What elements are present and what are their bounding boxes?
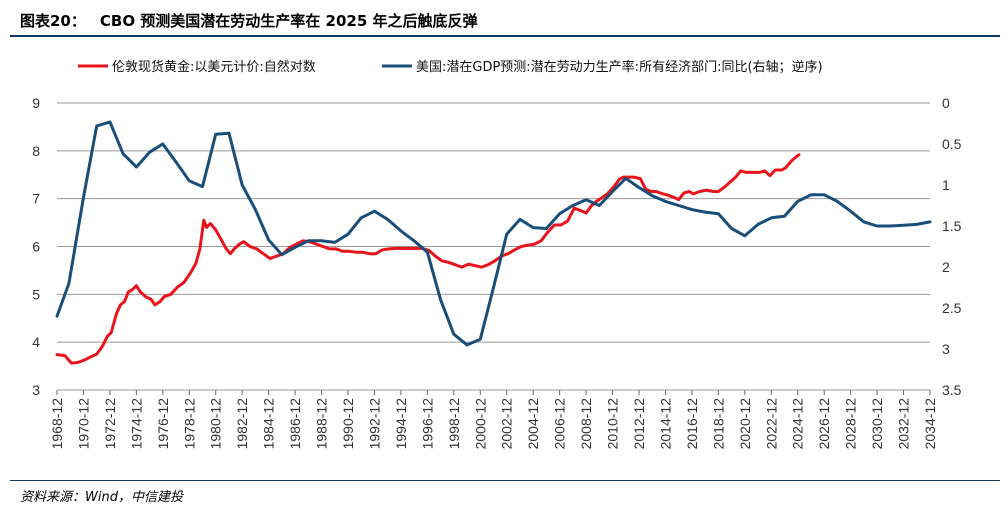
x-tick-label: 1984-12: [261, 398, 277, 450]
x-tick-label: 1986-12: [287, 398, 303, 450]
right-y-axis: 0 0.5 1 1.5 2 2.5 3 3.5: [942, 95, 962, 398]
x-tick-label: 2024-12: [790, 398, 806, 450]
x-tick-label: 1978-12: [181, 398, 197, 450]
x-tick-label: 1974-12: [128, 398, 144, 450]
x-tick-label: 2002-12: [499, 398, 515, 450]
x-tick-label: 2020-12: [737, 398, 753, 450]
x-tick-label: 2010-12: [605, 398, 621, 450]
legend-label: 伦敦现货黄金:以美元计价:自然对数: [112, 59, 316, 75]
y-right-tick-label: 2.5: [942, 300, 962, 316]
y-right-tick-label: 0.5: [942, 136, 962, 152]
x-tick-label: 2016-12: [684, 398, 700, 450]
y-right-tick-label: 1.5: [942, 218, 962, 234]
chart-canvas: 伦敦现货黄金:以美元计价:自然对数 美国:潜在GDP预测:潜在劳动力生产率:所有经…: [32, 59, 962, 449]
x-tick-label: 2008-12: [578, 398, 594, 450]
x-tick-label: 1992-12: [366, 398, 382, 450]
x-tick-label: 2014-12: [657, 398, 673, 450]
x-tick-label: 1982-12: [234, 398, 250, 450]
source-note: 资料来源：Wind，中信建投: [20, 490, 183, 505]
left-y-axis: 9 8 7 6 5 4 3: [32, 95, 40, 398]
x-tick-label: 2006-12: [552, 398, 568, 450]
x-tick-label: 1998-12: [446, 398, 462, 450]
y-left-tick-label: 9: [32, 95, 40, 111]
x-tick-label: 2000-12: [472, 398, 488, 450]
y-left-tick-label: 4: [32, 334, 40, 350]
gridlines: [57, 102, 930, 391]
labor-productivity-line: [55, 120, 932, 347]
x-tick-label: 2032-12: [896, 398, 912, 450]
y-left-tick-label: 7: [32, 191, 40, 207]
x-tick-label: 2034-12: [922, 398, 938, 450]
y-right-tick-label: 1: [942, 177, 950, 193]
y-left-tick-label: 8: [32, 143, 40, 159]
title-divider: [10, 35, 1000, 37]
x-tick-label: 2012-12: [631, 398, 647, 450]
x-tick-label: 2018-12: [710, 398, 726, 450]
legend-label: 美国:潜在GDP预测:潜在劳动力生产率:所有经济部门:同比(右轴；逆序): [416, 59, 823, 75]
x-tick-label: 2004-12: [525, 398, 541, 450]
x-tick-label: 1996-12: [419, 398, 435, 450]
y-right-tick-label: 2: [942, 259, 950, 275]
x-tick-label: 1976-12: [155, 398, 171, 450]
x-tick-label: 1970-12: [75, 398, 91, 450]
x-axis-ticks: 1968-12 1970-12 1972-12 1974-12 1976-12 1978-…: [49, 390, 938, 449]
chart-title-bar: 图表20： CBO 预测美国潜在劳动生产率在 2025 年之后触底反弹: [20, 10, 478, 31]
x-tick-label: 1968-12: [49, 398, 65, 450]
y-left-tick-label: 6: [32, 239, 40, 255]
x-tick-label: 1994-12: [393, 398, 409, 450]
figure-number: 图表20：: [20, 12, 86, 30]
x-tick-label: 2028-12: [843, 398, 859, 450]
x-tick-label: 1972-12: [102, 398, 118, 450]
y-left-tick-label: 5: [32, 286, 40, 302]
y-right-tick-label: 0: [942, 95, 950, 111]
y-right-tick-label: 3: [942, 341, 950, 357]
series-lines: [55, 120, 932, 365]
y-left-tick-label: 3: [32, 382, 40, 398]
footer-divider: [10, 480, 1000, 481]
x-tick-label: 2026-12: [816, 398, 832, 450]
x-tick-label: 2030-12: [869, 398, 885, 450]
chart-title: CBO 预测美国潜在劳动生产率在 2025 年之后触底反弹: [99, 12, 478, 30]
x-tick-label: 1980-12: [208, 398, 224, 450]
legend: 伦敦现货黄金:以美元计价:自然对数 美国:潜在GDP预测:潜在劳动力生产率:所有经…: [78, 59, 823, 75]
x-tick-label: 1988-12: [314, 398, 330, 450]
y-right-tick-label: 3.5: [942, 382, 962, 398]
x-tick-label: 2022-12: [763, 398, 779, 450]
x-tick-label: 1990-12: [340, 398, 356, 450]
